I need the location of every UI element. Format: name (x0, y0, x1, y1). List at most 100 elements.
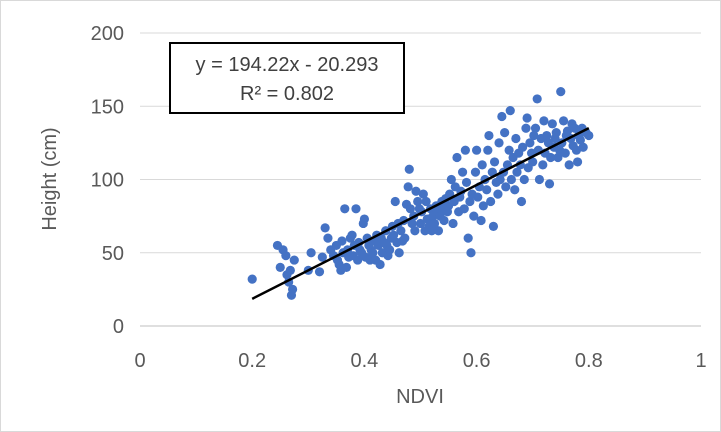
data-point (281, 251, 291, 261)
y-axis-title: Height (cm) (39, 127, 61, 230)
data-point (463, 233, 473, 243)
data-point (459, 204, 469, 214)
data-point (472, 145, 482, 155)
data-point (411, 186, 421, 196)
data-point (483, 145, 493, 155)
data-point (501, 182, 511, 192)
data-point (494, 138, 504, 148)
data-point (532, 94, 542, 104)
data-point (512, 167, 522, 177)
data-point (385, 245, 395, 255)
y-tick-label: 0 (113, 316, 124, 338)
x-tick-label: 0 (134, 350, 145, 372)
data-point (418, 189, 428, 199)
data-point (351, 204, 361, 214)
x-tick-label: 1 (695, 350, 706, 372)
data-point (556, 87, 566, 97)
data-points (247, 87, 594, 300)
data-point (337, 236, 347, 246)
data-point (497, 111, 507, 122)
data-point (405, 204, 416, 214)
x-tick-label: 0.8 (575, 350, 603, 372)
data-point (521, 123, 531, 133)
x-tick-label: 0.2 (238, 350, 266, 372)
y-tick-label: 200 (91, 23, 124, 45)
data-point (439, 215, 449, 226)
trendline-equation: y = 194.22x - 20.293 (196, 54, 379, 76)
data-point (495, 174, 505, 185)
data-point (578, 142, 588, 152)
data-point (403, 182, 413, 192)
data-point (368, 248, 378, 258)
data-point (484, 130, 494, 141)
data-point (410, 226, 420, 236)
data-point (289, 255, 299, 265)
data-point (511, 133, 521, 144)
data-point (413, 196, 423, 207)
x-tick-label: 0.6 (463, 350, 491, 372)
data-point (287, 284, 298, 294)
data-point (482, 185, 492, 195)
data-point (347, 230, 357, 240)
data-point (538, 160, 548, 170)
data-point (429, 218, 440, 229)
data-point (275, 262, 285, 272)
data-point (400, 233, 410, 243)
tick-labels: 0 50 100 150 200 0 0.2 0.4 0.6 0.8 1 (91, 23, 707, 372)
data-point (493, 189, 503, 199)
data-point (390, 196, 400, 207)
data-point (575, 135, 585, 145)
data-point (572, 157, 583, 167)
data-point (570, 123, 580, 133)
data-point (448, 218, 458, 229)
data-point (504, 145, 514, 155)
data-point (510, 185, 520, 195)
data-point (473, 192, 483, 202)
data-point (320, 223, 330, 233)
data-point (516, 196, 527, 207)
data-point (388, 230, 399, 240)
data-point (478, 201, 488, 211)
x-axis-title: NDVI (396, 386, 444, 408)
data-point (560, 148, 570, 158)
data-point (525, 138, 535, 148)
data-point (323, 233, 333, 243)
data-point (415, 218, 426, 229)
x-tick-label: 0.4 (350, 350, 378, 372)
data-point (584, 130, 594, 141)
equation-box-border (169, 42, 405, 114)
data-point (353, 255, 363, 265)
data-point (457, 167, 468, 177)
r-squared-label: R² = 0.802 (240, 83, 334, 105)
data-point (488, 221, 499, 231)
data-point (558, 116, 569, 126)
data-point (544, 179, 555, 189)
data-point (519, 174, 529, 185)
data-point (486, 196, 496, 207)
data-point (500, 128, 510, 138)
data-point (564, 160, 574, 170)
data-point (470, 167, 481, 177)
data-point (306, 248, 316, 258)
data-point (375, 259, 385, 270)
data-point (553, 152, 563, 163)
data-point (505, 106, 515, 116)
data-point (247, 274, 257, 284)
data-point (476, 215, 486, 226)
data-point (469, 211, 479, 221)
data-point (529, 130, 539, 141)
data-point (452, 152, 462, 163)
data-point (396, 226, 406, 236)
data-point (433, 226, 444, 236)
data-point (460, 145, 470, 155)
data-point (407, 218, 417, 229)
data-point (465, 196, 475, 207)
data-point (546, 152, 556, 163)
data-point (421, 196, 431, 207)
data-point (341, 262, 352, 272)
y-tick-label: 50 (102, 243, 124, 265)
data-point (427, 226, 437, 236)
data-point (522, 113, 532, 123)
